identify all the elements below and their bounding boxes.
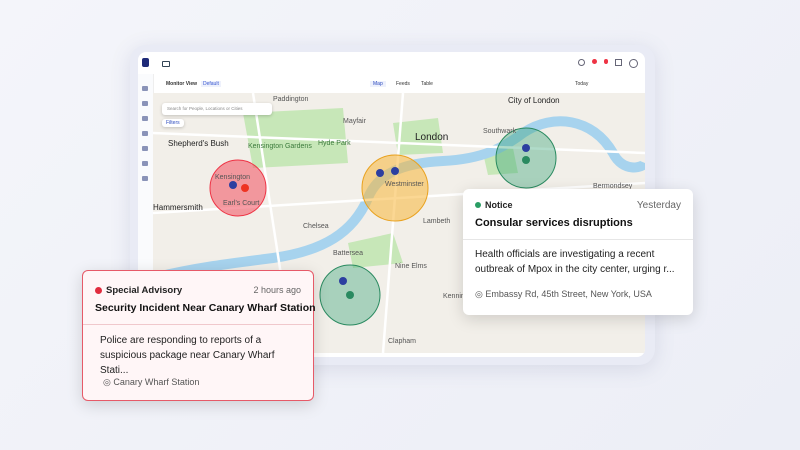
map-label: Southwark bbox=[483, 128, 517, 135]
map-label: City of London bbox=[508, 96, 560, 105]
logo bbox=[142, 58, 149, 67]
divider bbox=[83, 324, 312, 325]
search-icon[interactable] bbox=[578, 59, 585, 66]
notification-icon[interactable] bbox=[603, 59, 609, 64]
top-icons bbox=[578, 59, 638, 68]
location-text: Embassy Rd, 45th Street, New York, USA bbox=[485, 289, 652, 299]
tab-table[interactable]: Table bbox=[421, 81, 433, 87]
card-title: Consular services disruptions bbox=[475, 217, 633, 229]
nav-icon[interactable] bbox=[142, 146, 148, 151]
card-time: Yesterday bbox=[636, 200, 681, 211]
nav-icon[interactable] bbox=[142, 131, 148, 136]
map-label: Earl's Court bbox=[223, 200, 259, 207]
map-label: Clapham bbox=[388, 338, 416, 345]
view-preset[interactable]: Default bbox=[201, 81, 221, 87]
nav-icon[interactable] bbox=[142, 176, 148, 181]
map-label: Lambeth bbox=[423, 218, 450, 225]
card-tag: Special Advisory bbox=[106, 285, 183, 296]
map-label: Hyde Park bbox=[318, 140, 351, 147]
risk-zone-orange[interactable] bbox=[361, 154, 429, 222]
map-label: Chelsea bbox=[303, 223, 329, 230]
map-label: Kensington bbox=[215, 174, 250, 181]
alert-icon[interactable] bbox=[591, 59, 597, 64]
map-label: Shepherd's Bush bbox=[168, 139, 229, 148]
card-location: ◎ Embassy Rd, 45th Street, New York, USA bbox=[475, 289, 652, 299]
nav-icon[interactable] bbox=[142, 86, 148, 91]
map-label: Bermondsey bbox=[593, 183, 633, 190]
card-tag: Notice bbox=[485, 200, 513, 210]
advisory-card[interactable]: Special Advisory 2 hours ago Security In… bbox=[82, 270, 316, 401]
search-placeholder: Search for People, Locations or Cities bbox=[167, 106, 243, 111]
map-label: Kensington Gardens bbox=[248, 143, 312, 150]
divider bbox=[463, 239, 693, 240]
card-time: 2 hours ago bbox=[253, 285, 301, 295]
nav-icon[interactable] bbox=[142, 101, 148, 106]
card-body: Police are responding to reports of a su… bbox=[100, 335, 275, 376]
map-pins[interactable] bbox=[229, 144, 530, 299]
status-dot bbox=[95, 287, 102, 294]
status-dot bbox=[475, 202, 481, 208]
settings-icon[interactable] bbox=[629, 59, 638, 68]
card-body: Health officials are investigating a rec… bbox=[475, 249, 675, 275]
risk-zone-red[interactable] bbox=[209, 159, 267, 217]
tab-map[interactable]: Map bbox=[370, 81, 386, 87]
map-label: Paddington bbox=[273, 96, 309, 103]
nav-icon[interactable] bbox=[142, 161, 148, 166]
notice-card[interactable]: Notice Yesterday Consular services disru… bbox=[463, 189, 693, 315]
card-location: ◎ Canary Wharf Station bbox=[103, 377, 200, 387]
date-filter[interactable]: Today bbox=[575, 81, 589, 87]
map-label: Mayfair bbox=[343, 118, 367, 125]
tab-feeds[interactable]: Feeds bbox=[396, 81, 410, 87]
map-labels: City of London London Shepherd's Bush Ke… bbox=[153, 96, 633, 345]
map-label: Westminster bbox=[385, 181, 424, 188]
location-text: Canary Wharf Station bbox=[113, 377, 200, 387]
card-title: Security Incident Near Canary Wharf Stat… bbox=[95, 302, 316, 314]
map-label: Battersea bbox=[333, 250, 363, 257]
nav-icon[interactable] bbox=[142, 116, 148, 121]
filters-button[interactable]: Filters bbox=[162, 119, 184, 127]
map-label: Nine Elms bbox=[395, 263, 427, 270]
thames bbox=[153, 116, 645, 283]
map-label: Hammersmith bbox=[153, 203, 203, 212]
view-name[interactable]: Monitor View bbox=[166, 81, 198, 87]
chat-icon[interactable] bbox=[615, 59, 623, 66]
search-box[interactable]: Search for People, Locations or Cities bbox=[162, 103, 272, 115]
map-label: Kennington bbox=[443, 293, 479, 300]
menu-icon[interactable] bbox=[162, 61, 170, 67]
map-label: London bbox=[415, 132, 448, 143]
